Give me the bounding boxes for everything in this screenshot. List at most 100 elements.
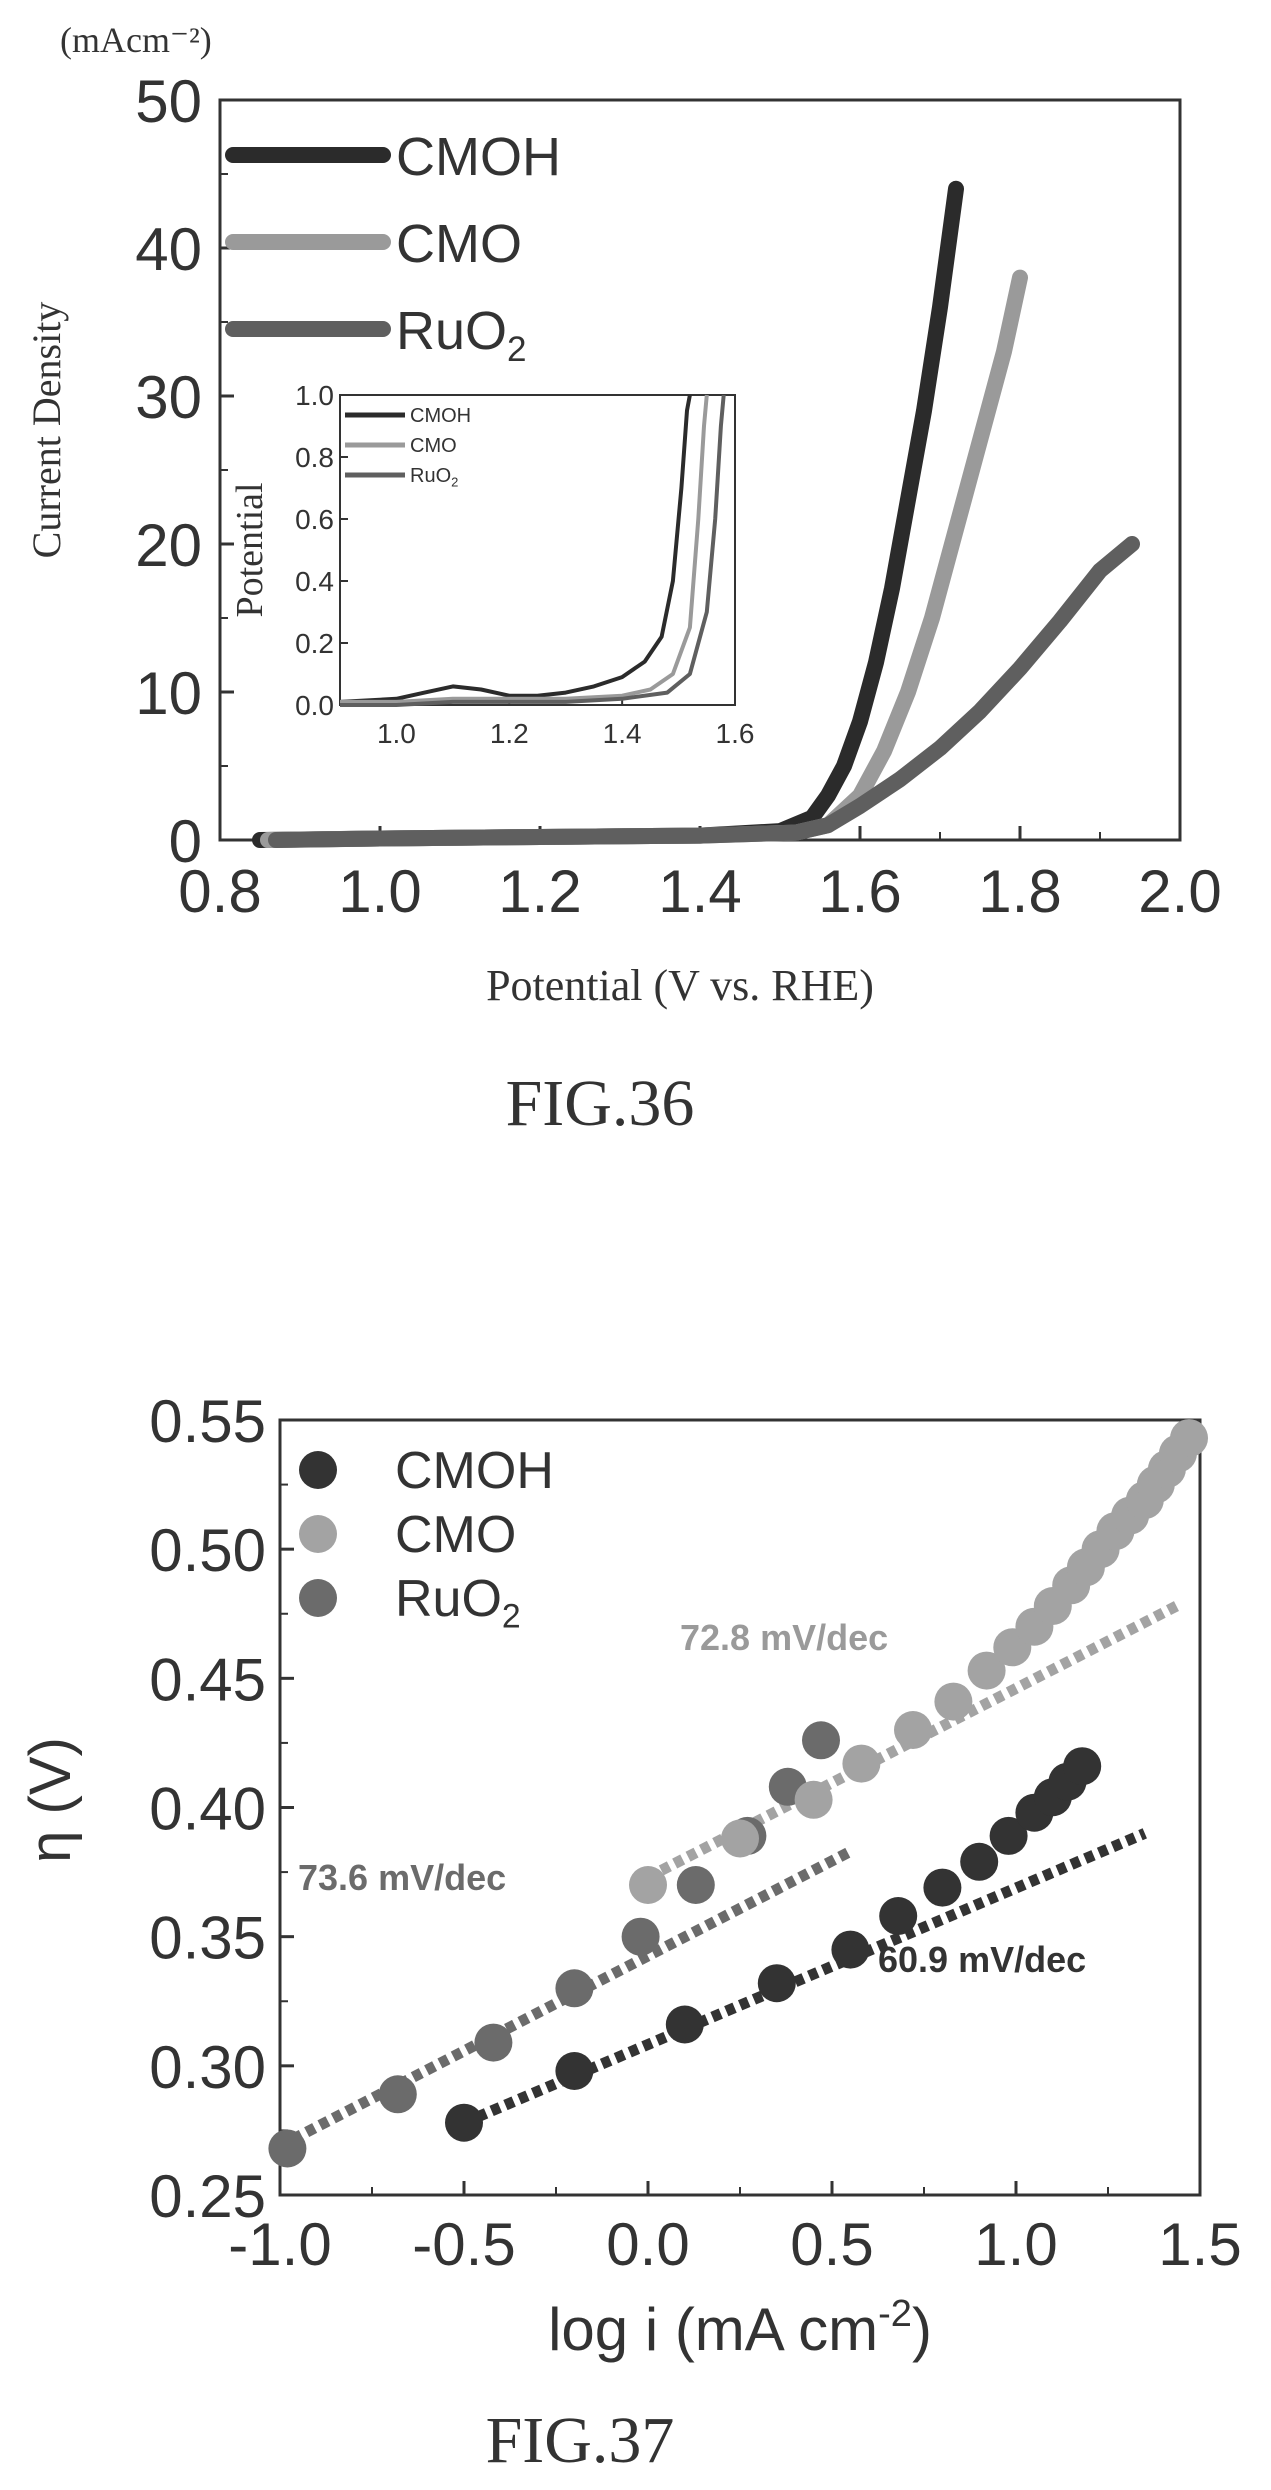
fig37-x-axis-label-close: ) — [912, 2296, 932, 2363]
fig36-legend-label-cmoh: CMOH — [396, 127, 561, 187]
fig37-legend-label-ruo2: RuO2 — [395, 1570, 521, 1635]
inset-legend-label-ruo2: RuO2 — [410, 465, 458, 489]
fig37-y-tick-label-0-55: 0.55 — [149, 1388, 266, 1455]
inset-legend-label-cmo-main: CMO — [410, 435, 457, 457]
fig36-caption: FIG.36 — [506, 1067, 695, 1140]
fig37-point-ruo2-5 — [676, 1866, 715, 1904]
fig37-point-ruo2-4 — [621, 1917, 660, 1956]
inset-y-tick-label-1-0: 1.0 — [295, 380, 334, 411]
inset-series-line-ruo2 — [340, 394, 726, 707]
fig37-legend-label-ruo2-sub: 2 — [502, 1597, 521, 1635]
fig37-point-cmoh-3 — [757, 1964, 796, 2003]
fig37-point-cmo-19 — [1170, 1419, 1208, 1458]
fig37-point-ruo2-1 — [378, 2075, 417, 2114]
fig36-inset-legend: CMOH CMO RuO2 — [345, 405, 471, 489]
fig36-legend-label-cmo-main: CMO — [396, 214, 522, 274]
fig37-slope-label-ruo2: 73.6 mV/dec — [298, 1857, 506, 1898]
inset-legend-label-ruo2-main: RuO — [410, 465, 451, 487]
fig36-x-tick-label-2-0: 2.0 — [1138, 858, 1221, 925]
fig36-y-tick-label-50: 50 — [135, 68, 202, 135]
fig36-y-axis-label: Current Density — [24, 302, 69, 559]
inset-legend-label-cmoh: CMOH — [410, 405, 471, 427]
fig37-point-cmoh-4 — [831, 1930, 870, 1969]
fig36-x-tick-label-0-8: 0.8 — [178, 858, 261, 925]
fig36-x-axis-label: Potential (V vs. RHE) — [486, 961, 874, 1010]
fig37-point-cmo-4 — [894, 1711, 932, 1749]
fig37-point-cmo-6 — [967, 1651, 1006, 1690]
fig36-legend: CMOH CMO RuO2 — [225, 127, 561, 369]
fig37-slope-label-cmoh: 60.9 mV/dec — [878, 1939, 1086, 1980]
inset-y-tick-label-0-4: 0.4 — [295, 566, 334, 597]
fig37-x-tick-label-0-5: 0.5 — [790, 2211, 873, 2278]
fig37-caption: FIG.37 — [486, 2404, 675, 2477]
fig37-fit-line-cmo — [645, 1598, 1185, 1883]
inset-y-tick-label-0-6: 0.6 — [295, 504, 334, 535]
fig36-x-tick-label-1-0: 1.0 — [338, 858, 421, 925]
inset-legend-label-ruo2-sub: 2 — [451, 474, 458, 489]
fig37-y-tick-label-0-30: 0.30 — [149, 2034, 266, 2101]
fig37-legend-marker-cmo — [299, 1515, 337, 1553]
fig36-x-tick-label-1-6: 1.6 — [818, 858, 901, 925]
inset-series-line-cmoh — [339, 394, 692, 704]
inset-x-tick-label-1-4: 1.4 — [603, 718, 642, 749]
fig36-y-tick-label-40: 40 — [135, 216, 202, 283]
inset-x-tick-label-1-0: 1.0 — [377, 718, 416, 749]
inset-x-tick-label-1-6: 1.6 — [716, 718, 755, 749]
fig37-point-cmoh-1 — [555, 2052, 594, 2090]
fig36-unit-label: (mAcm⁻²) — [60, 20, 212, 60]
fig37-x-tick-label-0-0: 0.0 — [606, 2211, 689, 2278]
fig37-point-cmo-0 — [629, 1866, 667, 1904]
fig37-legend-marker-cmoh — [299, 1451, 337, 1489]
fig37-legend-label-cmo-main: CMO — [395, 1506, 516, 1564]
fig36-y-tick-label-0: 0 — [169, 808, 202, 875]
fig37-y-tick-label-0-35: 0.35 — [149, 1905, 266, 1972]
inset-series-line-cmo — [340, 394, 709, 704]
fig36-series — [252, 180, 1140, 848]
fig37-y-tick-label-0-25: 0.25 — [149, 2163, 266, 2230]
fig37-x-tick-label-1-0: 1.0 — [974, 2211, 1057, 2278]
fig37-y-axis-label: η (V) — [18, 1737, 83, 1863]
fig37-point-cmoh-8 — [989, 1816, 1028, 1855]
fig37-point-ruo2-0 — [268, 2129, 307, 2168]
fig37-point-cmo-5 — [934, 1682, 973, 1721]
fig37-x-tick-label--1-0: -1.0 — [228, 2211, 331, 2278]
fig36-chart: (mAcm⁻²) Current Density 0.8 1.0 1.2 1.4 1.6… — [24, 20, 1222, 1010]
inset-legend-label-cmoh-main: CMOH — [410, 405, 471, 427]
fig36-inset-tick-labels: 1.0 1.2 1.4 1.6 0.0 0.2 0.4 0.6 0.8 1.0 — [295, 380, 754, 749]
fig37-point-cmo-2 — [794, 1780, 833, 1819]
fig37-legend-label-cmoh-main: CMOH — [395, 1442, 554, 1500]
fig37-point-cmo-1 — [721, 1819, 759, 1858]
fig36-series-line-ruo2 — [268, 536, 1140, 848]
fig37-y-tick-label-0-40: 0.40 — [149, 1776, 266, 1843]
fig36-inset-y-axis-label: Potential — [229, 482, 271, 617]
fig36-x-tick-label-1-8: 1.8 — [978, 858, 1061, 925]
inset-y-tick-label-0-8: 0.8 — [295, 442, 334, 473]
fig37-y-tick-label-0-50: 0.50 — [149, 1517, 266, 1584]
fig37-point-cmo-3 — [842, 1744, 881, 1783]
fig36-inset-series — [339, 394, 726, 707]
fig36-legend-label-ruo2: RuO2 — [396, 301, 527, 369]
fig37-legend-marker-ruo2 — [299, 1579, 337, 1617]
fig37-point-ruo2-8 — [802, 1721, 840, 1760]
fig36-tick-labels: 0.8 1.0 1.2 1.4 1.6 1.8 2.0 0 10 20 30 40 50 — [135, 68, 1221, 925]
fig36-x-tick-label-1-2: 1.2 — [498, 858, 581, 925]
fig37-legend-label-ruo2-main: RuO — [395, 1570, 502, 1628]
fig36-y-tick-label-30: 30 — [135, 364, 202, 431]
fig37-tick-labels: -1.0 -0.5 0.0 0.5 1.0 1.5 0.25 0.30 0.35 0.40 0.45… — [149, 1388, 1241, 2278]
fig37-point-cmoh-5 — [879, 1897, 918, 1935]
fig37-ticks — [278, 1418, 1202, 2197]
inset-x-tick-label-1-2: 1.2 — [490, 718, 529, 749]
fig37-x-tick-label--0-5: -0.5 — [412, 2211, 515, 2278]
fig36-legend-label-ruo2-sub: 2 — [507, 330, 527, 369]
fig37-point-ruo2-2 — [474, 2023, 513, 2062]
fig36-x-tick-label-1-4: 1.4 — [658, 858, 741, 925]
fig37-point-ruo2-3 — [555, 1969, 594, 2008]
fig36-inset-frame — [339, 394, 736, 706]
fig37-point-cmoh-6 — [923, 1868, 962, 1907]
fig36-y-tick-label-10: 10 — [135, 660, 202, 727]
fig37-y-tick-label-0-45: 0.45 — [149, 1646, 266, 1713]
inset-legend-label-cmo: CMO — [410, 435, 457, 457]
fig37-point-cmoh-0 — [445, 2103, 483, 2142]
inset-y-tick-label-0-0: 0.0 — [295, 690, 334, 721]
